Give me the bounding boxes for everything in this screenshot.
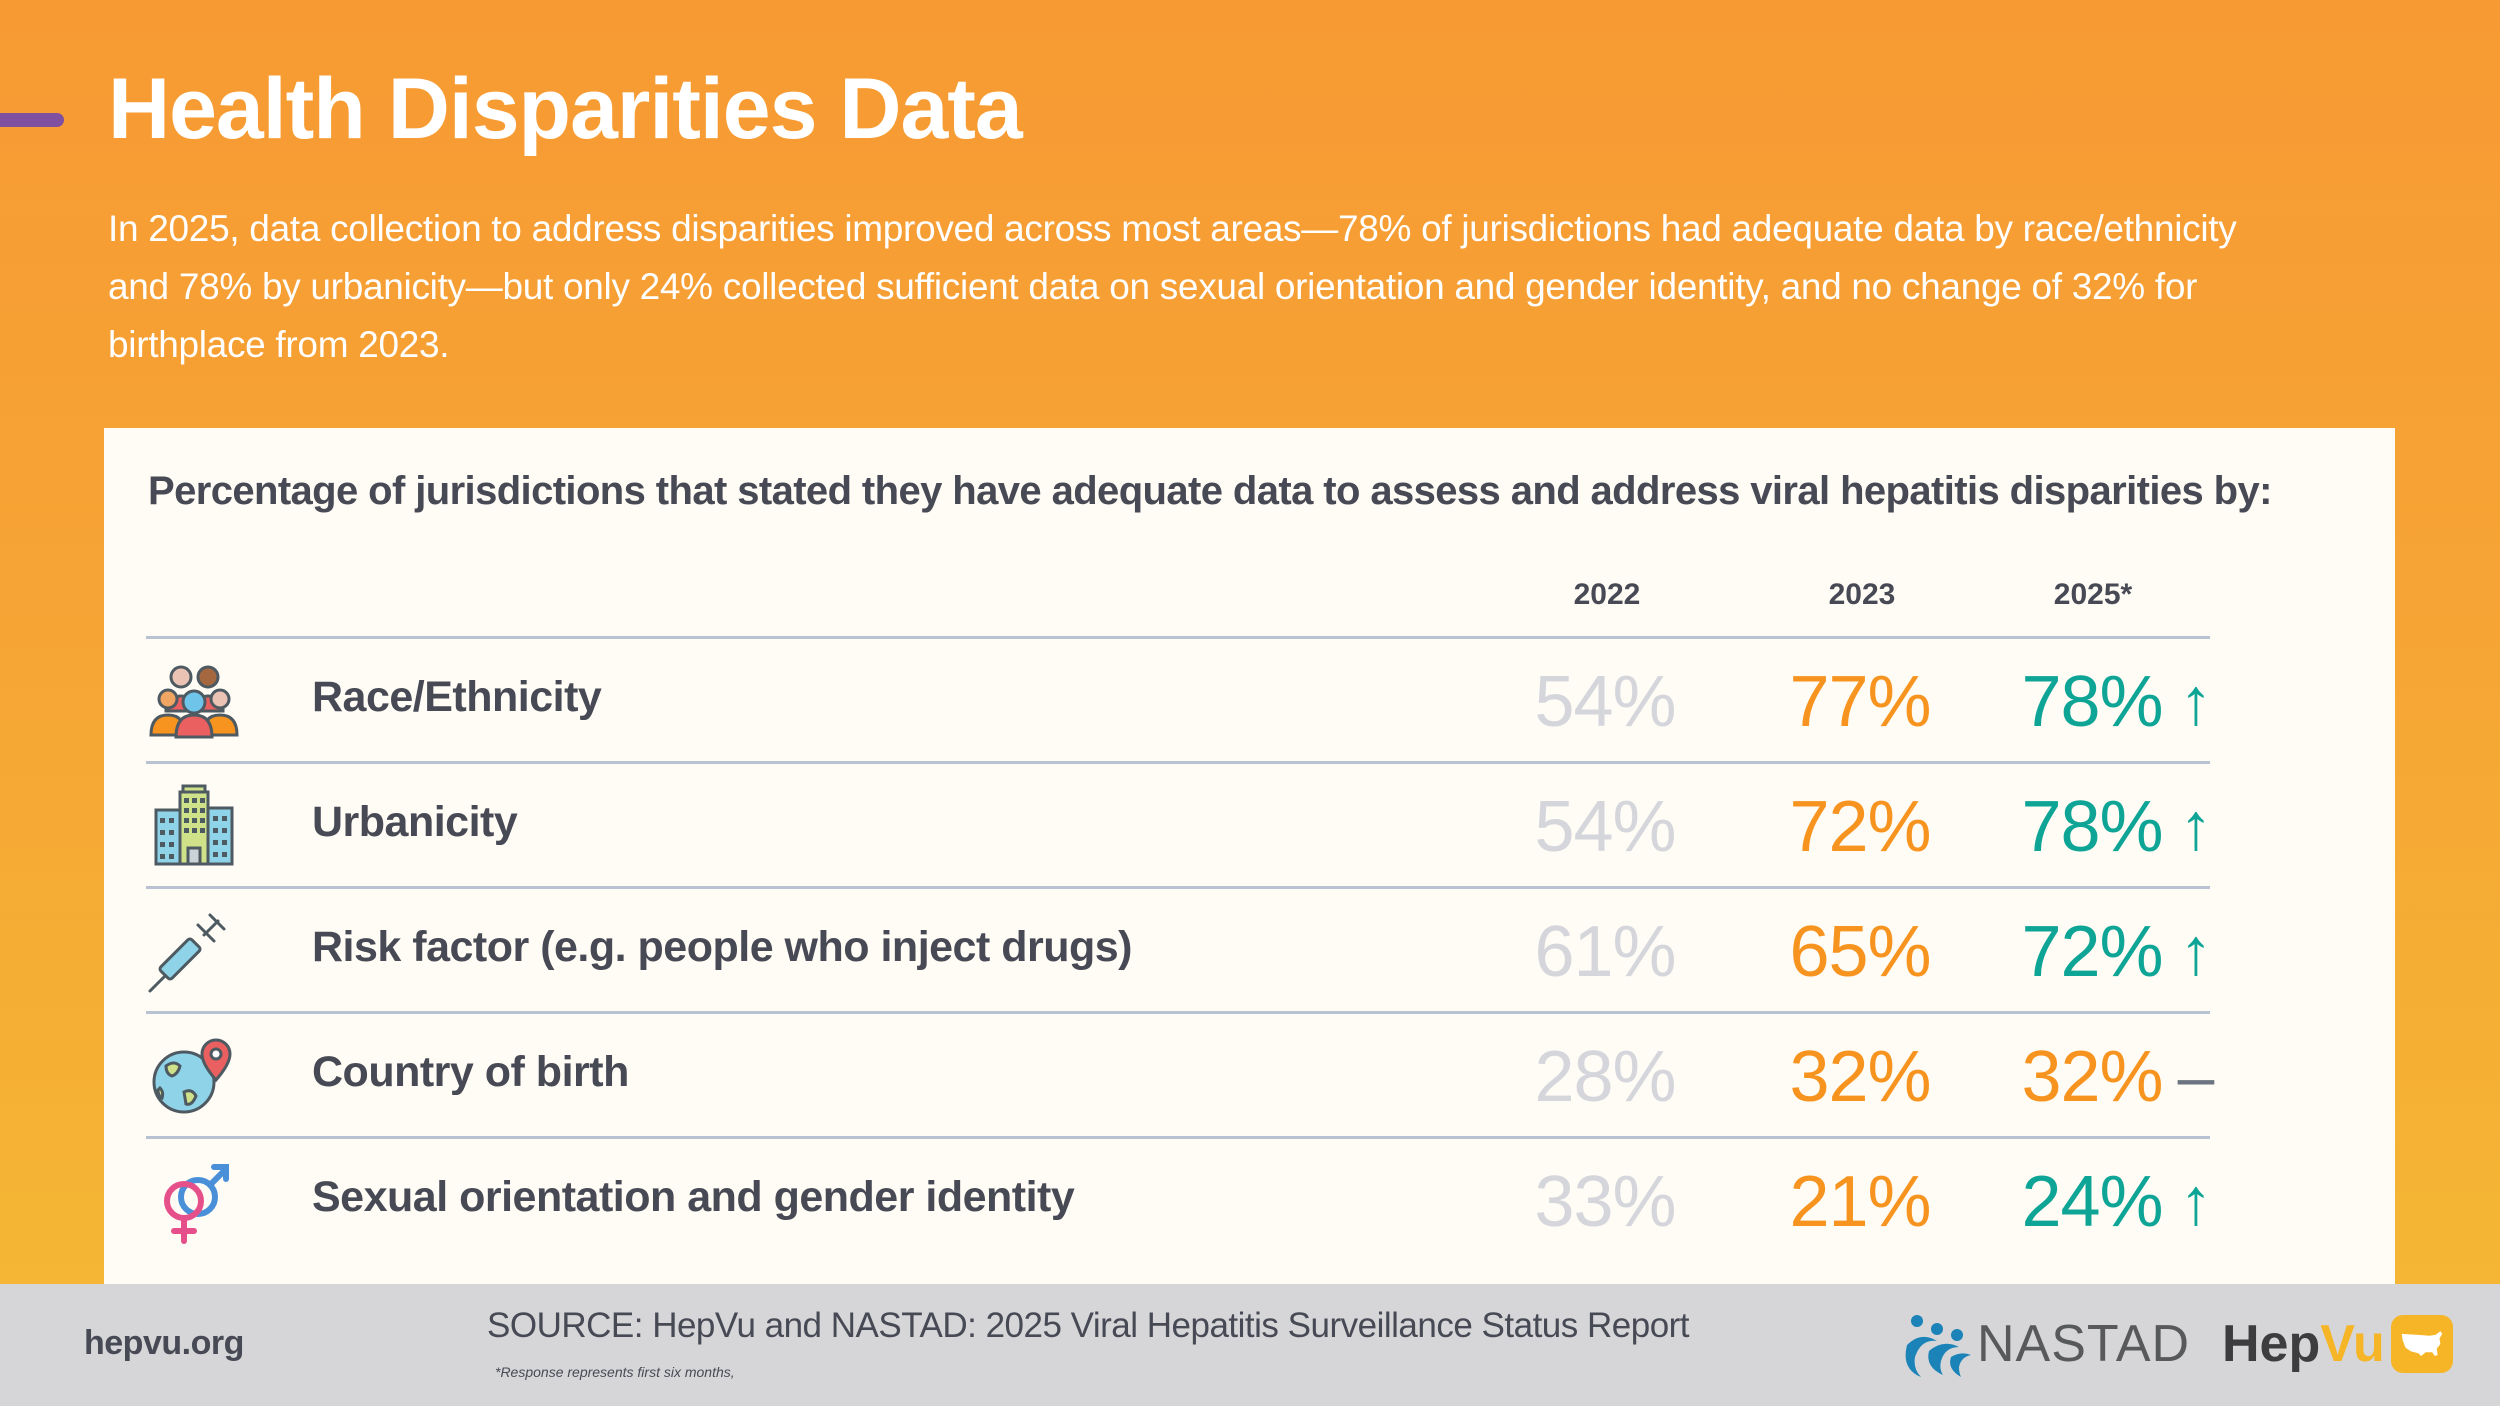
- value-2023: 77%: [1789, 662, 1931, 742]
- row-label: Country of birth: [312, 1048, 629, 1096]
- value-2023: 21%: [1789, 1162, 1931, 1242]
- data-card: Percentage of jurisdictions that stated …: [104, 428, 2395, 1288]
- no-change-dash-icon: –: [2177, 1039, 2215, 1113]
- value-2022: 54%: [1534, 662, 1676, 742]
- hepvu-logo-vu: Vu: [2320, 1315, 2385, 1373]
- table-row: Country of birth 28% 32% 32% –: [146, 1011, 2214, 1136]
- card-heading: Percentage of jurisdictions that stated …: [148, 469, 2272, 513]
- syringe-icon: [146, 907, 242, 995]
- column-header-2023: 2023: [1828, 578, 1896, 611]
- row-label: Sexual orientation and gender identity: [312, 1173, 1075, 1221]
- hepvu-logo-hep: Hep: [2222, 1315, 2321, 1373]
- column-header-2022: 2022: [1573, 578, 1641, 611]
- value-2022: 54%: [1534, 787, 1676, 867]
- footnote: *Response represents first six months,: [495, 1364, 735, 1380]
- value-2023: 72%: [1789, 787, 1931, 867]
- row-label: Urbanicity: [312, 798, 518, 846]
- people-group-icon: [146, 657, 242, 745]
- up-arrow-icon: ↑: [2179, 789, 2213, 863]
- value-2025: 78%: [2021, 787, 2163, 867]
- table-row: Sexual orientation and gender identity 3…: [146, 1136, 2213, 1261]
- value-2022: 61%: [1534, 912, 1676, 992]
- nastad-people-icon: [1905, 1315, 1971, 1377]
- footer: hepvu.org SOURCE: HepVu and NASTAD: 2025…: [0, 1284, 2500, 1406]
- row-label: Risk factor (e.g. people who inject drug…: [312, 923, 1133, 971]
- value-2023: 65%: [1789, 912, 1931, 992]
- table-row: Risk factor (e.g. people who inject drug…: [146, 886, 2213, 1011]
- up-arrow-icon: ↑: [2179, 914, 2213, 988]
- column-header-2025: 2025*: [2053, 578, 2133, 611]
- gender-symbols-icon: [146, 1157, 242, 1245]
- globe-pin-icon: [146, 1032, 242, 1120]
- buildings-icon: [146, 782, 242, 870]
- data-table: Race/Ethnicity 54% 77% 78% ↑: [146, 636, 2214, 1261]
- table-row: Race/Ethnicity 54% 77% 78% ↑: [146, 636, 2213, 761]
- value-2022: 28%: [1534, 1037, 1676, 1117]
- value-2025: 24%: [2021, 1162, 2163, 1242]
- value-2025: 78%: [2021, 662, 2163, 742]
- value-2025: 72%: [2021, 912, 2163, 992]
- table-row: Urbanicity 54% 72% 78% ↑: [146, 761, 2213, 886]
- row-label: Race/Ethnicity: [312, 673, 602, 721]
- up-arrow-icon: ↑: [2179, 664, 2213, 738]
- nastad-logo-text: NASTAD: [1977, 1315, 2191, 1373]
- hepvu-logo: Hep Vu: [2222, 1304, 2453, 1384]
- value-2025: 32%: [2021, 1037, 2163, 1117]
- intro-paragraph: In 2025, data collection to address disp…: [108, 208, 2237, 365]
- source-citation: SOURCE: HepVu and NASTAD: 2025 Viral Hep…: [487, 1306, 1690, 1345]
- page-title: Health Disparities Data: [108, 61, 1023, 157]
- value-2022: 33%: [1534, 1162, 1676, 1242]
- website-link[interactable]: hepvu.org: [84, 1324, 244, 1362]
- us-map-icon: [2390, 1315, 2453, 1373]
- up-arrow-icon: ↑: [2179, 1164, 2213, 1238]
- value-2023: 32%: [1789, 1037, 1931, 1117]
- accent-bar: [0, 113, 64, 127]
- nastad-logo: NASTAD: [1903, 1304, 2190, 1384]
